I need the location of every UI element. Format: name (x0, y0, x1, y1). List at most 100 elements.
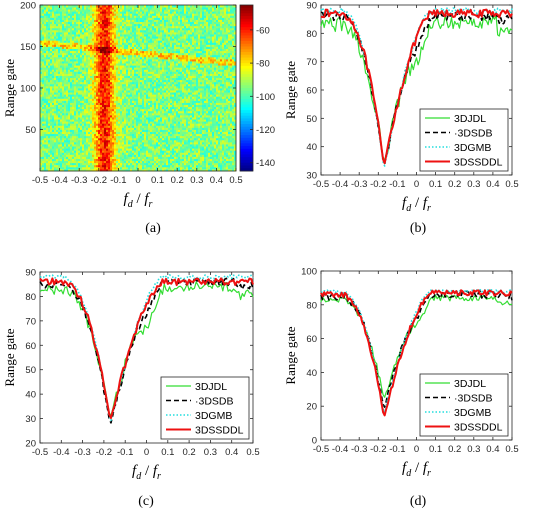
heatmap-cell (104, 146, 107, 149)
heatmap-cell (54, 90, 57, 93)
heatmap-cell (90, 11, 93, 14)
heatmap-cell (142, 129, 145, 132)
heatmap-cell (164, 129, 167, 132)
heatmap-cell (142, 27, 145, 31)
heatmap-cell (152, 164, 155, 168)
heatmap-cell (62, 83, 65, 87)
heatmap-cell (54, 166, 57, 170)
heatmap-cell (132, 7, 135, 10)
heatmap-cell (52, 69, 55, 72)
heatmap-cell (56, 21, 59, 25)
heatmap-cell (138, 94, 141, 97)
heatmap-cell (48, 73, 51, 76)
heatmap-cell (160, 135, 163, 139)
heatmap-cell (46, 168, 49, 172)
heatmap-cell (106, 168, 109, 172)
heatmap-cell (120, 131, 123, 135)
heatmap-cell (44, 125, 47, 128)
heatmap-cell (116, 44, 119, 47)
heatmap-cell (128, 61, 131, 64)
heatmap-cell (52, 166, 55, 170)
heatmap-cell (114, 119, 117, 122)
heatmap-cell (134, 123, 137, 126)
heatmap-cell (54, 100, 57, 103)
heatmap-cell (130, 54, 133, 58)
heatmap-cell (96, 65, 99, 68)
heatmap-cell (58, 11, 61, 14)
heatmap-cell (42, 168, 45, 172)
heatmap-cell (90, 34, 93, 37)
heatmap-cell (156, 139, 159, 143)
heatmap-cell (108, 5, 111, 8)
heatmap-cell (114, 129, 117, 132)
heatmap-cell (154, 69, 157, 72)
heatmap-cell (44, 73, 47, 76)
heatmap-cell (106, 100, 109, 103)
heatmap-cell (138, 11, 141, 14)
heatmap-cell (54, 135, 57, 139)
heatmap-cell (64, 168, 67, 172)
heatmap-cell (80, 123, 83, 126)
heatmap-cell (86, 139, 89, 143)
heatmap-cell (116, 23, 119, 27)
heatmap-cell (132, 5, 135, 8)
heatmap-cell (78, 146, 81, 149)
heatmap-cell (60, 21, 63, 25)
heatmap-cell (128, 139, 131, 143)
heatmap-cell (92, 131, 95, 135)
heatmap-cell (62, 21, 65, 25)
heatmap-cell (64, 114, 67, 118)
heatmap-cell (104, 156, 107, 159)
heatmap-cell (44, 15, 47, 18)
heatmap-cell (76, 7, 79, 10)
heatmap-cell (86, 5, 89, 8)
heatmap-cell (52, 127, 55, 130)
heatmap-cell (130, 75, 133, 79)
heatmap-cell (78, 108, 81, 112)
heatmap-cell (142, 44, 145, 47)
heatmap-cell (138, 27, 141, 31)
heatmap-cell (58, 146, 61, 149)
heatmap-cell (68, 156, 71, 159)
heatmap-cell (116, 152, 119, 155)
heatmap-cell (114, 81, 117, 85)
heatmap-cell (82, 154, 85, 157)
heatmap-cell (122, 156, 125, 159)
heatmap-cell (68, 69, 71, 72)
heatmap-cell (122, 127, 125, 130)
heatmap-cell (164, 141, 167, 145)
heatmap-cell (126, 162, 129, 166)
heatmap-cell (80, 52, 83, 56)
heatmap-cell (126, 9, 129, 12)
heatmap-cell (84, 141, 87, 145)
heatmap-cell (50, 5, 53, 8)
heatmap-cell (104, 67, 107, 70)
heatmap-cell (44, 133, 47, 137)
heatmap-cell (114, 123, 117, 126)
heatmap-cell (160, 5, 163, 8)
heatmap-cell (160, 56, 163, 60)
heatmap-cell (64, 104, 67, 108)
heatmap-cell (40, 164, 43, 168)
heatmap-cell (158, 119, 161, 122)
heatmap-cell (162, 135, 165, 139)
heatmap-cell (66, 121, 69, 124)
heatmap-cell (82, 112, 85, 116)
heatmap-cell (148, 83, 151, 87)
heatmap-cell (48, 67, 51, 70)
heatmap-cell (64, 40, 67, 43)
heatmap-cell (110, 156, 113, 159)
heatmap-cell (42, 133, 45, 137)
heatmap-cell (46, 69, 49, 72)
heatmap-cell (54, 127, 57, 130)
heatmap-cell (56, 129, 59, 132)
heatmap-cell (100, 92, 103, 95)
heatmap-cell (40, 131, 43, 135)
heatmap-cell (142, 21, 145, 25)
heatmap-cell (72, 102, 75, 105)
heatmap-cell (94, 108, 97, 112)
heatmap-cell (112, 127, 115, 130)
heatmap-cell (142, 96, 145, 99)
heatmap-cell (58, 125, 61, 128)
heatmap-cell (62, 44, 65, 47)
